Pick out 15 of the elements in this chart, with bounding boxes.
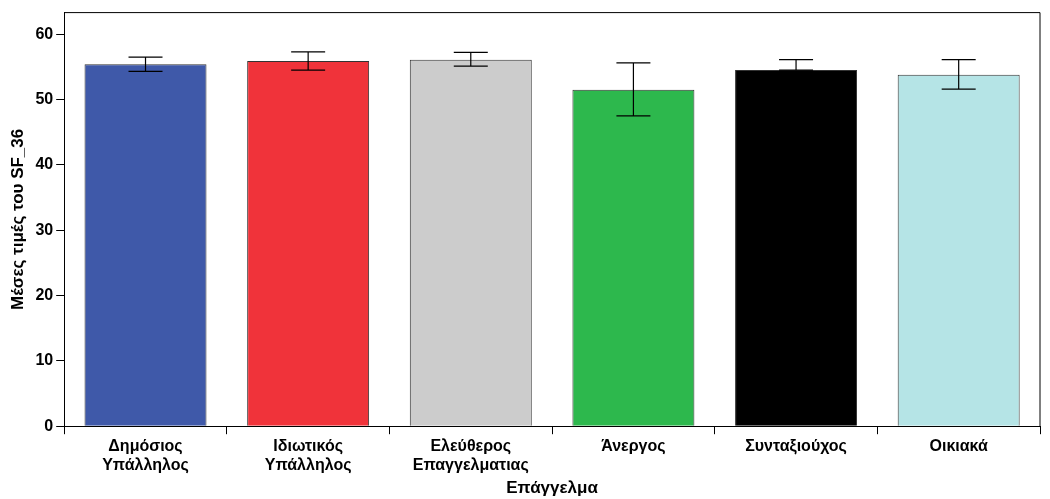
x-tick-label: Συνταξιούχος <box>745 437 847 456</box>
x-axis-title: Επάγγελμα <box>506 478 599 498</box>
y-tick-label: 40 <box>35 155 54 173</box>
x-tick-label: Ελεύθερος Επαγγελματιας <box>412 437 529 475</box>
y-tick-label: 30 <box>35 220 54 238</box>
x-tick-label: Οικιακά <box>929 437 988 455</box>
x-tick-label: Δημόσιος Υπάλληλος <box>102 437 189 475</box>
y-tick-label: 50 <box>35 89 54 107</box>
y-tick-label: 0 <box>44 416 54 434</box>
x-tick-label: Άνεργος <box>601 437 666 456</box>
y-axis-title: Μέσες τιμές του SF_36 <box>7 128 27 311</box>
y-tick-label: 10 <box>35 351 54 369</box>
y-tick-label: 20 <box>35 285 54 303</box>
x-tick-label: Ιδιωτικός Υπάλληλος <box>264 437 352 475</box>
y-tick-label: 60 <box>35 24 54 42</box>
